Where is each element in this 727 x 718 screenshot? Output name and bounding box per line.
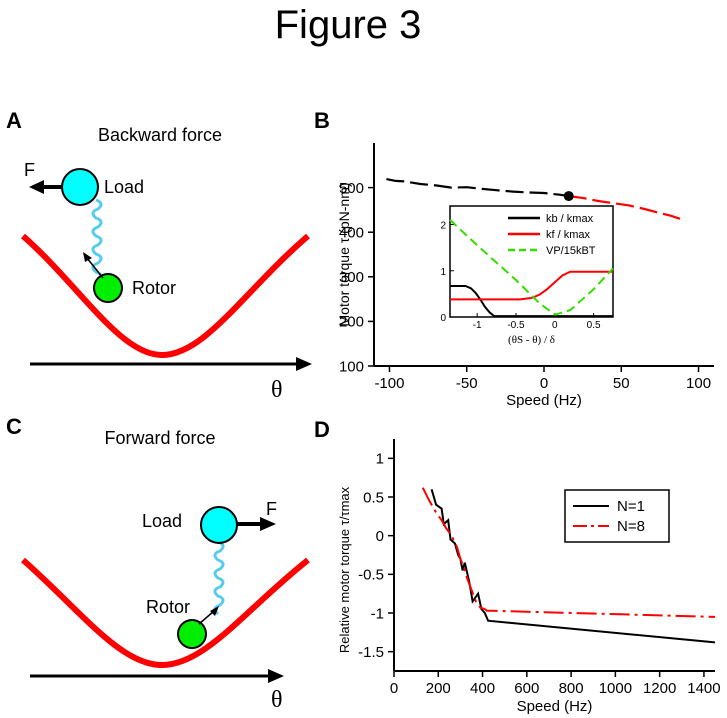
transition-marker [563,191,574,202]
rotor-arrow [86,257,104,279]
rotor-arrowhead [83,252,92,262]
inset-x-tick-label: 0 [552,320,558,331]
y-tick-label: 100 [339,358,364,375]
theta-axis-label: θ [271,687,283,713]
panel-c-title: Forward force [104,428,215,448]
y-tick-label: 0 [376,528,384,545]
load-label: Load [104,177,144,197]
panel-a-title: Backward force [98,125,222,145]
figure-title: Figure 3 [275,3,422,47]
x-tick-label: 1000 [599,680,632,697]
rotor-arrow [198,610,215,625]
rotor-arrowhead [210,606,219,616]
legend-label: N=8 [617,518,645,535]
x-tick-label: -100 [374,375,404,392]
load-bead [61,168,99,206]
legend-label: N=1 [617,498,645,515]
theta-axis-arrowhead [296,357,312,371]
y-tick-label: -1.5 [358,644,384,661]
x-tick-label: 0 [390,680,398,697]
x-tick-label: 1400 [687,680,720,697]
y-tick-label: -0.5 [358,567,384,584]
force-arrowhead [29,180,44,194]
load-label: Load [142,511,182,531]
potential-curve [21,233,310,359]
x-axis-title: Speed (Hz) [517,698,593,715]
y-tick-label: -1 [371,605,384,622]
y-tick-label: 0.5 [363,489,384,506]
panel-c: C Forward force θ F Load Rotor [6,414,310,713]
y-tick-label: 300 [339,269,364,286]
rotor [177,619,207,649]
y-axis-title: Motor torque τ (pN-nm) [336,182,352,326]
force-label: F [24,160,35,180]
x-tick-label: 50 [613,375,630,392]
spring [91,198,103,283]
x-axis-title: Speed (Hz) [506,392,582,409]
inset-legend-label: VP/15kBT [546,245,596,257]
inset-series-line [450,270,613,301]
inset-series-line [449,219,614,316]
theta-axis-label: θ [271,377,283,403]
y-tick-label: 500 [339,180,364,197]
y-tick-label: 200 [339,314,364,331]
inset-y-tick-label: 1 [440,267,446,278]
inset-y-tick-label: 2 [440,221,446,232]
x-tick-label: 400 [470,680,495,697]
inset-x-tick-label: -1 [473,320,482,331]
force-arrowhead [260,517,276,531]
y-tick-label: 400 [339,224,364,241]
panel-letter-b: B [314,108,330,133]
series-line-n8 [421,487,716,618]
x-tick-label: 0 [540,375,548,392]
panel-letter-d: D [314,417,330,442]
inset-legend-label: kb / kmax [546,213,594,225]
spring [213,540,225,616]
x-tick-label: 200 [426,680,451,697]
x-tick-label: 800 [559,680,584,697]
force-label: F [266,499,277,519]
panel-d: D 0 200 400 600 800 1000 1200 1400 -1.5 -1 -0.5 0 0.… [314,417,721,715]
inset-x-axis-title: (θS - θ) / δ [508,334,555,346]
series-line-black [386,178,569,198]
x-tick-label: 1200 [643,680,676,697]
y-tick-label: 1 [376,451,384,468]
inset-y-tick-label: 0 [440,313,446,324]
panel-a: A Backward force θ F Load Rotor [6,108,312,403]
y-axis-title: Relative motor torque τ/τmax [337,486,352,653]
rotor [93,273,123,303]
rotor-label: Rotor [132,278,176,298]
rotor-label: Rotor [146,597,190,617]
panel-letter-a: A [6,108,22,133]
x-tick-label: -50 [456,375,478,392]
load-bead [200,506,238,544]
inset-x-tick-label: 0.5 [587,320,601,331]
theta-axis-arrowhead [268,669,284,683]
inset-legend-label: kf / kmax [546,229,591,241]
x-tick-label: 100 [686,375,711,392]
panel-letter-c: C [6,414,22,439]
inset-x-tick-label: -0.5 [507,320,525,331]
x-tick-label: 600 [514,680,539,697]
potential-curve [21,557,310,669]
series-line-red [568,195,681,220]
legend-box [564,489,670,543]
